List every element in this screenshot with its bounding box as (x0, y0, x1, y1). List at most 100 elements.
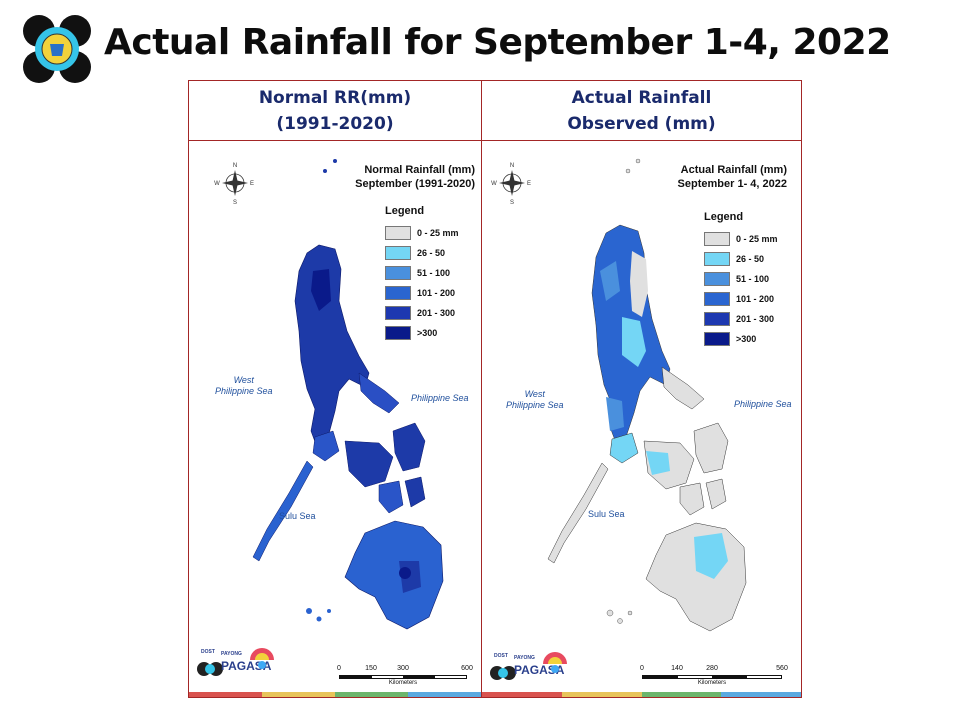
legend-label: 101 - 200 (736, 294, 775, 304)
legend-swatch (704, 252, 730, 266)
philippines-actual-map: N S W E (491, 158, 747, 632)
legend-swatch (704, 292, 730, 306)
sulu-sea-label: Sulu Sea (279, 511, 316, 521)
legend-item: 51 - 100 (704, 269, 778, 289)
legend-label: 51 - 100 (417, 268, 451, 278)
scale-ticks: 0 140 280 560 (640, 665, 788, 675)
sea-label-line-1: West (524, 389, 545, 399)
legend-item: 0 - 25 mm (385, 223, 459, 243)
map-title-line-1: Normal Rainfall (mm) (364, 164, 475, 176)
mindoro-region (312, 430, 340, 462)
normal-rainfall-panel: Normal RR(mm) (1991-2020) N S W E (189, 81, 482, 697)
legend-label: 201 - 300 (736, 314, 775, 324)
svg-text:W: W (214, 181, 220, 187)
panel-header-line-1: Actual Rainfall (571, 87, 712, 108)
luzon-region (294, 244, 370, 448)
legend-item: >300 (704, 329, 778, 349)
scale-tick: 0 (640, 665, 644, 672)
visayas-region (344, 440, 394, 488)
legend-label: 26 - 50 (736, 254, 765, 264)
legend-swatch (385, 226, 411, 240)
legend-swatch (704, 272, 730, 286)
legend-item: 26 - 50 (704, 249, 778, 269)
legend-swatch (704, 232, 730, 246)
legend-swatch (385, 286, 411, 300)
svg-text:E: E (250, 181, 254, 187)
pagasa-tag-text: PAYONG (514, 655, 535, 661)
legend-item: 101 - 200 (704, 289, 778, 309)
legend-item: >300 (385, 323, 459, 343)
legend-swatch (704, 332, 730, 346)
scale-bar: 0 150 300 600 Kilometers (337, 665, 473, 686)
west-philippine-sea-label: West Philippine Sea (215, 375, 273, 397)
legend-swatch (385, 266, 411, 280)
svg-text:W: W (491, 181, 497, 187)
pagasa-footer-logo: DOST PAYONG PAGASA (195, 648, 275, 689)
pagasa-brand-text: PAGASA (221, 659, 272, 673)
legend-label: 26 - 50 (417, 248, 446, 258)
pagasa-small-logo-icon (490, 666, 516, 680)
legend-item: 201 - 300 (385, 303, 459, 323)
compass-icon: N S W E (491, 163, 531, 206)
legend-swatch (385, 306, 411, 320)
sea-label-line-2: Philippine Sea (506, 400, 564, 410)
map-title-line-2: September 1- 4, 2022 (677, 178, 787, 190)
legend-label: 0 - 25 mm (417, 228, 459, 238)
map-title: Actual Rainfall (mm) September 1- 4, 202… (678, 163, 787, 191)
map-area: N S W E (482, 141, 801, 689)
svg-text:S: S (510, 200, 514, 206)
legend-item: 201 - 300 (704, 309, 778, 329)
color-strip (482, 692, 801, 697)
scale-unit: Kilometers (388, 680, 418, 686)
page-title: Actual Rainfall for September 1-4, 2022 (104, 22, 891, 63)
svg-text:E: E (527, 181, 531, 187)
scale-tick: 0 (337, 665, 341, 672)
compass-icon: N S W E (214, 163, 254, 206)
panel-header-line-2: (1991-2020) (276, 113, 394, 134)
scale-tick: 560 (776, 665, 788, 672)
pagasa-logo-icon (22, 14, 92, 84)
panel-header-line-2: Observed (mm) (567, 113, 716, 134)
philippines-normal-map: N S W E (214, 159, 444, 630)
sulu-sea-label: Sulu Sea (588, 509, 625, 519)
legend-title: Legend (704, 211, 744, 223)
svg-text:N: N (510, 163, 514, 169)
map-title-line-1: Actual Rainfall (mm) (680, 164, 787, 176)
scale-tick: 140 (671, 665, 683, 672)
legend-label: 101 - 200 (417, 288, 456, 298)
map-title-line-2: September (1991-2020) (355, 178, 475, 190)
scale-bar: 0 140 280 560 Kilometers (640, 665, 788, 686)
palawan-region (252, 460, 314, 562)
legend-item: 0 - 25 mm (704, 229, 778, 249)
scale-bar-segments (339, 675, 467, 679)
legend-item: 26 - 50 (385, 243, 459, 263)
pagasa-small-text: DOST (201, 649, 215, 655)
legend-label: >300 (736, 334, 757, 344)
scale-tick: 300 (397, 665, 409, 672)
maps-frame: Normal RR(mm) (1991-2020) N S W E (188, 80, 802, 698)
scale-ticks: 0 150 300 600 (337, 665, 473, 675)
legend: Legend 0 - 25 mm 26 - 50 51 - 100 101 - … (704, 211, 778, 349)
scale-unit: Kilometers (697, 680, 727, 686)
umbrella-mascot-icon (250, 648, 274, 669)
scale-tick: 600 (461, 665, 473, 672)
pagasa-footer-logo: DOST PAYONG PAGASA (488, 652, 568, 693)
pagasa-tag-text: PAYONG (221, 651, 242, 657)
legend-item: 101 - 200 (385, 283, 459, 303)
legend-item: 51 - 100 (385, 263, 459, 283)
legend-swatch (704, 312, 730, 326)
legend-title: Legend (385, 205, 425, 217)
mindanao-region (344, 520, 444, 630)
west-philippine-sea-label: West Philippine Sea (506, 389, 564, 411)
pagasa-brand-text: PAGASA (514, 663, 565, 677)
legend-label: 51 - 100 (736, 274, 770, 284)
sea-label-line-2: Philippine Sea (215, 386, 273, 396)
pagasa-small-logo-icon (197, 662, 223, 676)
legend-label: 201 - 300 (417, 308, 456, 318)
pagasa-small-text: DOST (494, 653, 508, 659)
panel-header: Normal RR(mm) (1991-2020) (189, 81, 481, 141)
map-area: N S W E (189, 141, 481, 689)
mindoro-region (609, 432, 639, 464)
color-strip (189, 692, 481, 697)
panel-header: Actual Rainfall Observed (mm) (482, 81, 801, 141)
